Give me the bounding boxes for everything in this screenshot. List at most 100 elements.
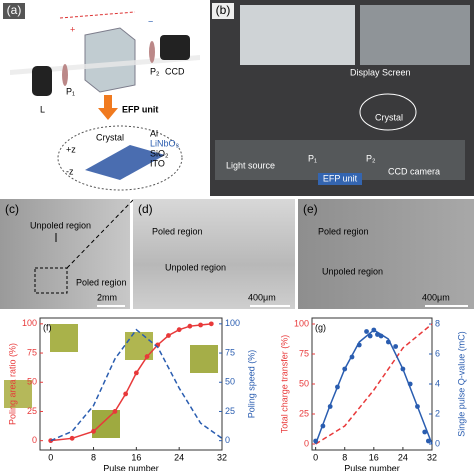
zoom-line bbox=[66, 199, 134, 269]
y2-tick-label: 8 bbox=[435, 318, 440, 328]
plot-frame bbox=[39, 317, 223, 451]
x-axis-label: Pulse number bbox=[344, 463, 400, 471]
label-bg bbox=[212, 3, 234, 19]
series-line bbox=[50, 328, 223, 442]
unpoled: Unpoled region bbox=[30, 220, 91, 230]
point bbox=[166, 333, 171, 338]
y-tick-label: 100 bbox=[22, 318, 37, 328]
y-tick-label: 0 bbox=[32, 435, 37, 445]
x-tick-label: 8 bbox=[91, 452, 96, 462]
y2-tick-label: 0 bbox=[435, 438, 440, 448]
arrow bbox=[98, 95, 118, 120]
p1: P₁ bbox=[308, 153, 317, 163]
panel-label: (d) bbox=[138, 202, 153, 216]
point bbox=[133, 370, 139, 376]
y2-tick-label: 4 bbox=[435, 378, 440, 388]
y2-tick-label: 25 bbox=[225, 406, 235, 416]
x-tick-label: 8 bbox=[342, 452, 347, 462]
efp: EFP unit bbox=[323, 173, 358, 183]
crystal: Crystal bbox=[96, 132, 124, 142]
display: Display Screen bbox=[350, 67, 411, 77]
x-tick-label: 32 bbox=[217, 452, 227, 462]
poled: Poled region bbox=[76, 277, 127, 287]
point bbox=[91, 428, 96, 434]
panel-b: (b) Display Screen Crystal Light source … bbox=[210, 0, 474, 196]
point bbox=[176, 327, 182, 333]
point bbox=[123, 391, 129, 397]
y-tick-label: 100 bbox=[294, 318, 309, 328]
poled: Poled region bbox=[152, 226, 203, 236]
panel-e: (e) Poled region Unpoled region 400μm bbox=[298, 199, 474, 309]
panel-a: (a) + − CCD P₂ L P₁ EFP unit Crystal Al … bbox=[0, 0, 206, 196]
point bbox=[364, 329, 369, 334]
linbo3: LiNbO₃ bbox=[150, 138, 180, 148]
point bbox=[208, 321, 214, 327]
crystal-box bbox=[84, 27, 136, 93]
panel-c: (c) Unpoled region Poled region 2mm bbox=[0, 199, 134, 309]
polarizer bbox=[62, 64, 68, 86]
roi bbox=[34, 267, 68, 294]
y-tick-label: 25 bbox=[299, 408, 309, 418]
device bbox=[85, 145, 165, 180]
crystal: Crystal bbox=[375, 112, 403, 122]
point bbox=[425, 438, 431, 444]
l: L bbox=[40, 104, 45, 114]
plot-frame bbox=[311, 317, 433, 451]
screen bbox=[240, 5, 355, 65]
x-tick-label: 16 bbox=[369, 452, 379, 462]
efp: EFP unit bbox=[122, 104, 158, 114]
y2-tick-label: 2 bbox=[435, 408, 440, 418]
y-tick-label: 75 bbox=[299, 348, 309, 358]
y2-tick-label: 75 bbox=[225, 347, 235, 357]
photo bbox=[0, 199, 130, 309]
y-tick-label: 50 bbox=[27, 377, 37, 387]
point bbox=[69, 435, 75, 441]
point bbox=[393, 344, 399, 349]
x-tick-label: 0 bbox=[48, 452, 53, 462]
insets bbox=[4, 324, 218, 438]
panel-label: (c) bbox=[5, 202, 19, 216]
x-tick-label: 24 bbox=[398, 452, 408, 462]
polarizer bbox=[149, 41, 155, 63]
mz: -z bbox=[66, 166, 74, 176]
y-axis-label: Total charge transfer (%) bbox=[279, 335, 289, 434]
p2: P₂ bbox=[366, 153, 376, 163]
y2-tick-label: 100 bbox=[225, 318, 240, 328]
scale: 400μm bbox=[248, 292, 276, 302]
label-bg bbox=[3, 3, 25, 19]
panel-d: (d) Poled region Unpoled region 400μm bbox=[133, 199, 295, 309]
inset-photo bbox=[92, 410, 120, 438]
y2-axis-label: Poling speed (%) bbox=[246, 350, 256, 419]
point bbox=[112, 409, 118, 414]
photo bbox=[298, 199, 474, 309]
unpoled: Unpoled region bbox=[165, 262, 226, 272]
point bbox=[187, 323, 193, 329]
unpoled: Unpoled region bbox=[322, 266, 383, 276]
light: Light source bbox=[226, 160, 275, 170]
y-tick-label: 25 bbox=[27, 406, 37, 416]
point bbox=[144, 354, 150, 359]
y-axis-label: Poling area ratio (%) bbox=[7, 343, 17, 425]
pz: +z bbox=[66, 144, 76, 154]
x-tick-label: 32 bbox=[427, 452, 437, 462]
y-tick-label: 50 bbox=[299, 378, 309, 388]
panel-label: (f) bbox=[43, 322, 52, 332]
panel-label: (e) bbox=[303, 202, 318, 216]
y2-tick-label: 6 bbox=[435, 348, 440, 358]
inset-photo bbox=[190, 345, 218, 373]
y2-tick-label: 50 bbox=[225, 377, 235, 387]
panel-label: (b) bbox=[216, 3, 231, 17]
wire bbox=[59, 11, 136, 19]
inset-photo bbox=[4, 380, 32, 408]
zoom bbox=[359, 93, 417, 131]
series-line bbox=[314, 329, 433, 445]
x-tick-label: 0 bbox=[313, 452, 318, 462]
ccd: CCD bbox=[165, 66, 185, 76]
minus: − bbox=[148, 16, 153, 26]
label-bg bbox=[318, 173, 362, 185]
shelf bbox=[360, 5, 470, 65]
scale: 400μm bbox=[422, 292, 450, 302]
al: Al bbox=[150, 128, 158, 138]
y-tick-label: 0 bbox=[304, 438, 309, 448]
